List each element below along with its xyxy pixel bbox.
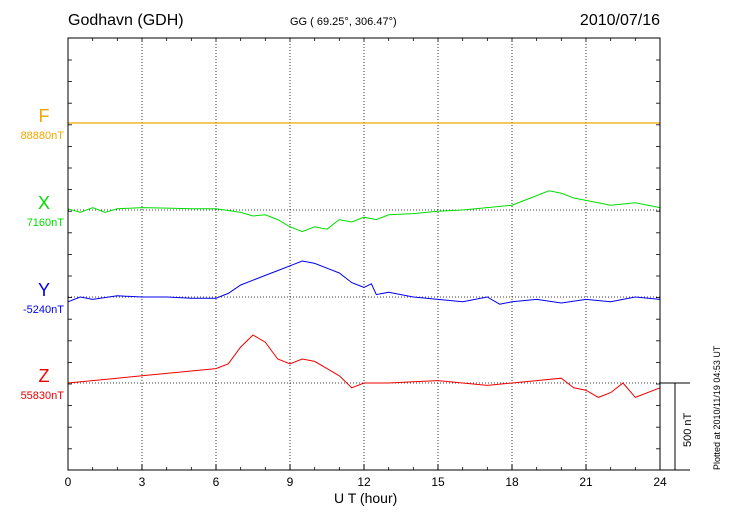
x-tick-label: 12: [357, 475, 371, 489]
series-line-z: [67, 334, 661, 398]
series-line-x: [67, 190, 661, 233]
x-tick-label: 18: [505, 475, 519, 489]
component-label-x: X: [38, 193, 50, 213]
plotted-note: Plotted at 2010/11/19 04:53 UT: [712, 345, 722, 470]
component-label-f: F: [39, 106, 50, 126]
x-tick-label: 3: [139, 475, 146, 489]
baseline-value-f: 88880nT: [21, 130, 65, 142]
baseline-value-z: 55830nT: [21, 390, 65, 402]
station-coords: GG ( 69.25°, 306.47°): [290, 16, 397, 28]
scale-bar-label: 500 nT: [682, 412, 694, 447]
component-label-z: Z: [39, 366, 50, 386]
baseline-value-y: -5240nT: [23, 304, 64, 316]
x-tick-label: 9: [287, 475, 294, 489]
x-tick-label: 0: [65, 475, 72, 489]
component-label-y: Y: [38, 280, 50, 300]
x-tick-label: 6: [213, 475, 220, 489]
station-title: Godhavn (GDH): [68, 12, 184, 29]
series-line-y: [67, 260, 661, 305]
baseline-value-x: 7160nT: [27, 217, 65, 229]
date-label: 2010/07/16: [579, 12, 660, 29]
x-tick-label: 21: [579, 475, 593, 489]
x-tick-label: 15: [431, 475, 445, 489]
x-tick-label: 24: [653, 475, 667, 489]
x-axis-label: U T (hour): [334, 490, 398, 506]
